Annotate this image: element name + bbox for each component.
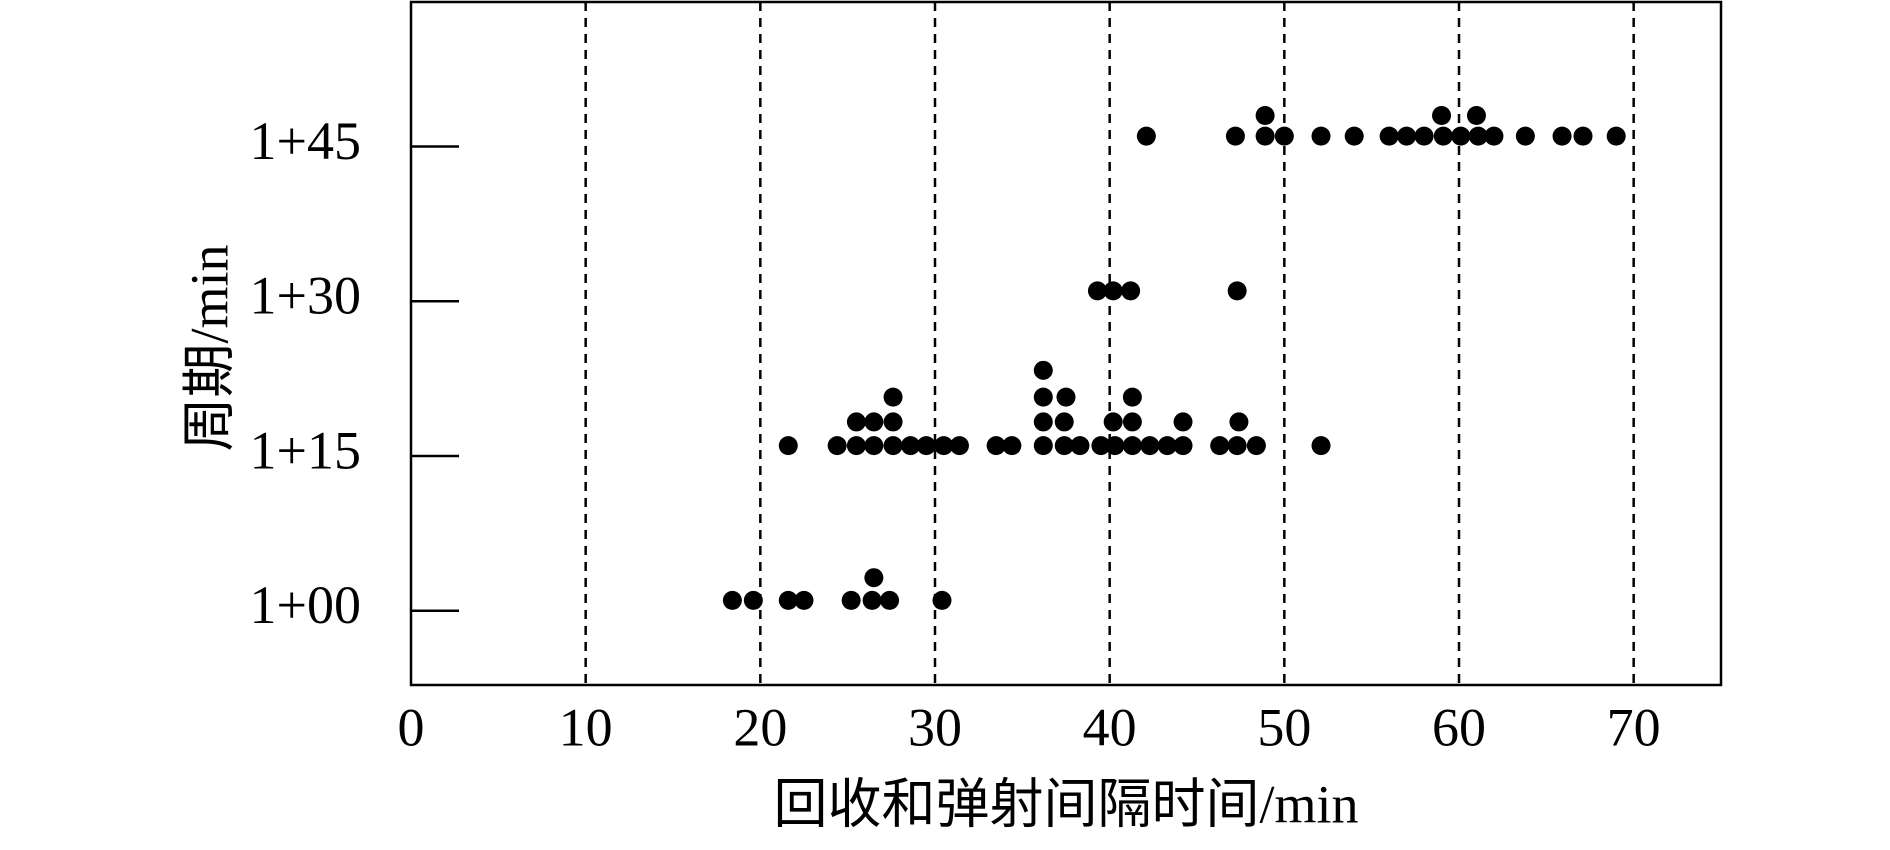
point bbox=[1122, 412, 1142, 432]
point bbox=[916, 436, 936, 456]
point bbox=[883, 412, 903, 432]
y-tick-label: 1+30 bbox=[250, 266, 361, 326]
point bbox=[1054, 436, 1074, 456]
x-tick-label: 0 bbox=[398, 697, 425, 757]
point bbox=[1227, 436, 1247, 456]
point bbox=[1210, 436, 1230, 456]
point bbox=[864, 436, 884, 456]
point bbox=[1397, 126, 1417, 146]
point bbox=[1157, 436, 1177, 456]
point bbox=[862, 590, 882, 610]
point bbox=[1122, 387, 1142, 407]
x-tick-label: 70 bbox=[1607, 697, 1661, 757]
point bbox=[1122, 436, 1142, 456]
point bbox=[743, 590, 763, 610]
point bbox=[864, 412, 884, 432]
x-axis-label: 回收和弹射间隔时间/min bbox=[773, 774, 1358, 834]
point bbox=[794, 590, 814, 610]
point bbox=[1033, 387, 1053, 407]
point bbox=[1225, 126, 1245, 146]
point bbox=[1103, 412, 1123, 432]
point bbox=[1515, 126, 1535, 146]
point bbox=[778, 436, 798, 456]
point bbox=[1466, 105, 1486, 125]
point bbox=[1311, 436, 1331, 456]
point bbox=[934, 436, 954, 456]
y-tick-label: 1+45 bbox=[250, 111, 361, 171]
point bbox=[846, 412, 866, 432]
point bbox=[1002, 436, 1022, 456]
point bbox=[722, 590, 742, 610]
point bbox=[1433, 126, 1453, 146]
point bbox=[880, 590, 900, 610]
point bbox=[1484, 126, 1504, 146]
point bbox=[1606, 126, 1626, 146]
point bbox=[1255, 126, 1275, 146]
point bbox=[1103, 281, 1123, 301]
x-tick-label: 30 bbox=[908, 697, 962, 757]
point bbox=[1246, 436, 1266, 456]
point bbox=[901, 436, 921, 456]
point bbox=[778, 590, 798, 610]
point bbox=[1173, 436, 1193, 456]
point bbox=[1136, 126, 1156, 146]
point bbox=[1414, 126, 1434, 146]
point bbox=[1070, 436, 1090, 456]
point bbox=[949, 436, 969, 456]
point bbox=[883, 387, 903, 407]
point bbox=[1033, 412, 1053, 432]
point bbox=[864, 568, 884, 588]
point bbox=[1054, 412, 1074, 432]
point bbox=[1573, 126, 1593, 146]
y-tick-label: 1+00 bbox=[250, 575, 361, 635]
point bbox=[1311, 126, 1331, 146]
x-tick-label: 60 bbox=[1432, 697, 1486, 757]
point bbox=[1033, 436, 1053, 456]
plot-frame bbox=[409, 0, 1723, 687]
y-axis-label: 周期/min bbox=[179, 244, 239, 451]
point bbox=[1091, 436, 1111, 456]
y-tick-label: 1+15 bbox=[250, 420, 361, 480]
x-tick-label: 40 bbox=[1083, 697, 1137, 757]
point bbox=[1379, 126, 1399, 146]
point bbox=[1105, 436, 1125, 456]
point bbox=[841, 590, 861, 610]
point bbox=[1033, 360, 1053, 380]
point bbox=[1552, 126, 1572, 146]
point bbox=[1121, 281, 1141, 301]
point bbox=[986, 436, 1006, 456]
point bbox=[1468, 126, 1488, 146]
x-tick-label: 50 bbox=[1257, 697, 1311, 757]
point bbox=[1229, 412, 1249, 432]
point bbox=[846, 436, 866, 456]
point bbox=[1056, 387, 1076, 407]
point bbox=[883, 436, 903, 456]
x-tick-label: 10 bbox=[559, 697, 613, 757]
point bbox=[1274, 126, 1294, 146]
point bbox=[1087, 281, 1107, 301]
point bbox=[1227, 281, 1247, 301]
point bbox=[932, 590, 952, 610]
point bbox=[1140, 436, 1160, 456]
point bbox=[1344, 126, 1364, 146]
point bbox=[1451, 126, 1471, 146]
point bbox=[1173, 412, 1193, 432]
point bbox=[1255, 105, 1275, 125]
point bbox=[1432, 105, 1452, 125]
x-tick-label: 20 bbox=[733, 697, 787, 757]
point bbox=[827, 436, 847, 456]
